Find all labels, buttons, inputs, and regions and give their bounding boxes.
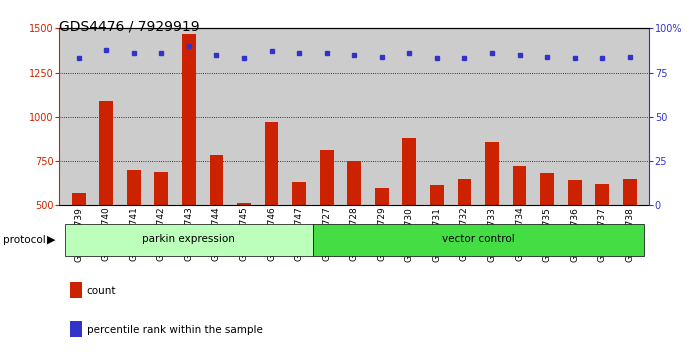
Bar — [485, 143, 499, 205]
Bar — [513, 166, 526, 205]
Bar — [127, 170, 140, 205]
Bar — [65, 224, 313, 256]
Text: GDS4476 / 7929919: GDS4476 / 7929919 — [59, 19, 200, 34]
Bar — [375, 188, 389, 205]
Bar — [568, 180, 581, 205]
Bar — [265, 122, 279, 205]
Bar — [430, 185, 444, 205]
Bar — [99, 101, 113, 205]
Text: percentile rank within the sample: percentile rank within the sample — [87, 325, 262, 335]
Text: count: count — [87, 286, 116, 296]
Text: vector control: vector control — [442, 234, 514, 244]
Bar — [403, 138, 416, 205]
Text: protocol: protocol — [3, 235, 46, 245]
Text: parkin expression: parkin expression — [142, 234, 235, 244]
Bar — [313, 224, 644, 256]
Bar — [182, 34, 195, 205]
Bar — [154, 172, 168, 205]
Bar — [348, 161, 361, 205]
Bar — [458, 179, 471, 205]
Bar — [292, 182, 306, 205]
Bar — [209, 155, 223, 205]
Bar — [623, 179, 637, 205]
Bar — [540, 173, 554, 205]
Text: ▶: ▶ — [47, 235, 56, 245]
Bar — [320, 150, 334, 205]
Bar — [595, 184, 609, 205]
Bar — [237, 202, 251, 205]
Bar — [72, 193, 86, 205]
